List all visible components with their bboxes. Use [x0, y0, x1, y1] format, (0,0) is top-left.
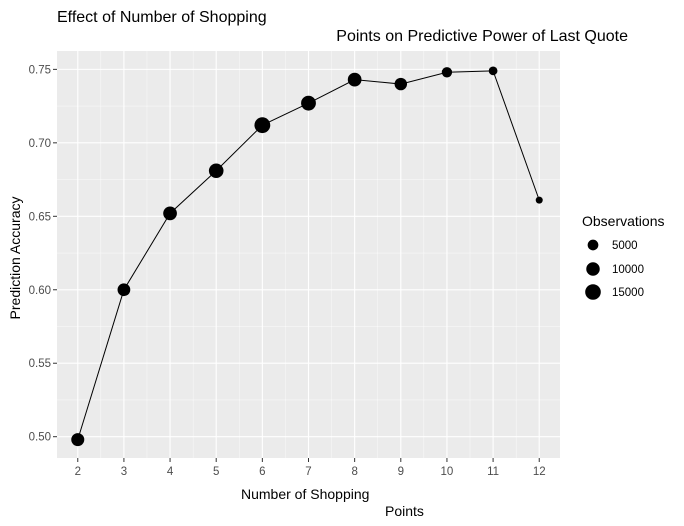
legend-key [585, 284, 601, 300]
data-point [163, 206, 177, 221]
x-axis-title-line-1: Number of Shopping [241, 486, 369, 502]
data-points [71, 66, 543, 447]
data-point [535, 196, 543, 204]
data-point [208, 163, 224, 179]
legend-title: Observations [582, 213, 664, 229]
data-point [117, 283, 131, 297]
data-point [394, 77, 408, 91]
y-tick-label: 0.55 [29, 358, 51, 370]
x-tick-label: 9 [398, 466, 404, 478]
x-axis: 2 3 4 5 6 7 8 9 10 11 12 [75, 458, 546, 478]
legend-label: 10000 [612, 264, 644, 276]
data-point [441, 67, 453, 78]
legend-key [586, 262, 600, 276]
y-tick-label: 0.60 [29, 285, 51, 297]
data-point [301, 95, 316, 111]
y-tick-label: 0.50 [29, 432, 51, 444]
y-axis-title: Prediction Accuracy [7, 197, 23, 320]
data-point [254, 117, 271, 134]
x-tick-label: 2 [75, 466, 81, 478]
legend: Observations 5000 10000 15000 [582, 213, 664, 300]
y-tick-label: 0.70 [29, 138, 51, 150]
x-axis-title-line-2: Points [385, 503, 424, 519]
chart-title-line-2: Points on Predictive Power of Last Quote [336, 28, 628, 45]
x-tick-label: 7 [305, 466, 311, 478]
legend-key [587, 239, 599, 251]
x-tick-label: 6 [259, 466, 265, 478]
y-axis: 0.50 0.55 0.60 0.65 0.70 0.75 [29, 64, 57, 444]
x-tick-label: 3 [121, 466, 127, 478]
legend-label: 5000 [612, 240, 638, 252]
data-point [71, 433, 85, 447]
major-gridlines [57, 51, 560, 458]
y-tick-label: 0.75 [29, 64, 51, 76]
x-tick-label: 12 [533, 466, 546, 478]
chart-title-line-1: Effect of Number of Shopping [57, 9, 267, 26]
x-tick-label: 10 [441, 466, 454, 478]
x-tick-label: 8 [351, 466, 357, 478]
x-tick-label: 11 [487, 466, 499, 478]
legend-label: 15000 [612, 287, 644, 299]
data-point [347, 72, 362, 87]
y-tick-label: 0.65 [29, 211, 51, 223]
x-tick-label: 4 [167, 466, 174, 478]
legend-entries: 5000 10000 15000 [585, 239, 644, 300]
data-point [488, 66, 498, 76]
x-tick-label: 5 [213, 466, 219, 478]
